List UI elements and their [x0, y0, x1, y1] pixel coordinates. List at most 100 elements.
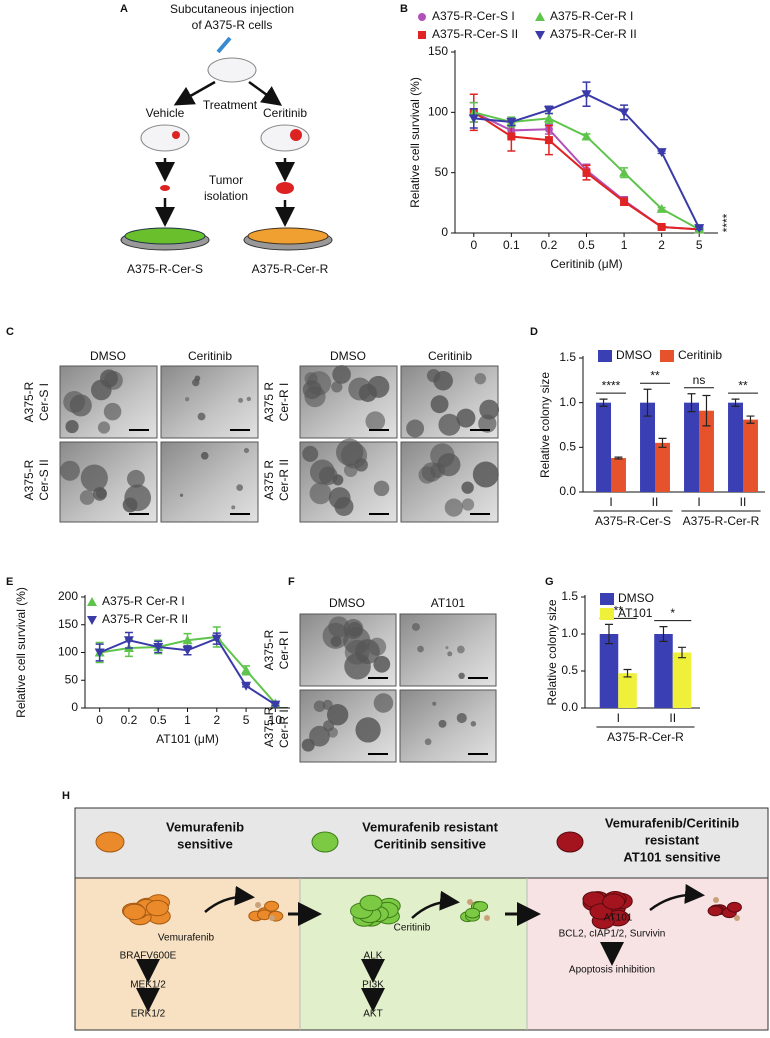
x-axis-title: AT101 (μM): [156, 732, 219, 746]
cell: [726, 901, 742, 913]
colony: [185, 397, 190, 402]
pathway: PI3K: [362, 980, 384, 991]
marker: [581, 90, 592, 100]
stage-bg: [527, 878, 768, 1030]
marker: [544, 136, 553, 145]
marker: [182, 635, 193, 645]
label: Treatment: [203, 98, 258, 112]
colony: [326, 704, 349, 726]
marker: [468, 114, 479, 124]
colony: [323, 720, 335, 732]
colony: [124, 484, 152, 512]
colony: [59, 460, 80, 481]
marker: [656, 148, 667, 158]
colony: [334, 496, 354, 516]
colony: [90, 379, 112, 401]
header: Vemurafenib/Ceritinib: [605, 815, 739, 830]
colony: [332, 365, 351, 384]
column-label: DMSO: [90, 349, 126, 363]
micrograph: [160, 365, 259, 439]
annotation: ****: [720, 213, 734, 232]
x-tick-label: 0.5: [150, 713, 167, 727]
colony: [456, 712, 467, 724]
colony: [238, 397, 244, 403]
mouse: [140, 124, 190, 152]
colony: [69, 394, 92, 417]
column-label: DMSO: [329, 596, 365, 610]
colony: [438, 413, 461, 436]
colony: [424, 738, 432, 746]
bar: [599, 634, 619, 708]
x-tick-label: 5: [243, 713, 250, 727]
cell: [465, 907, 481, 919]
annotation: *: [670, 606, 675, 620]
cell-icon: [556, 831, 584, 853]
drug: Vemurafenib: [158, 933, 215, 944]
group-label: A375-R-Cer-R: [607, 730, 684, 744]
legend-label: A375-R-Cer-R I: [550, 9, 633, 23]
marker: [241, 665, 252, 675]
error-bar: [643, 388, 652, 417]
marker: [241, 681, 252, 691]
legend-marker: [87, 597, 97, 606]
marker: [543, 105, 554, 115]
cell: [707, 905, 723, 917]
y-tick-label: 150: [428, 44, 448, 58]
colony: [373, 480, 390, 497]
y-axis-title: Relative cell survival (%): [408, 77, 422, 208]
x-tick-label: 5: [696, 238, 703, 252]
mouse: [260, 124, 310, 152]
bar: [640, 402, 655, 492]
colony: [447, 651, 453, 657]
colony: [344, 639, 370, 665]
colony: [302, 445, 319, 462]
y-tick-label: 1.5: [561, 589, 578, 603]
y-tick-label: 150: [58, 617, 78, 631]
error-bar: [731, 398, 740, 407]
colony: [458, 672, 465, 680]
row-label: A375 R: [262, 382, 276, 422]
marker: [182, 646, 193, 656]
mouse: [207, 57, 257, 83]
annotation: ns: [693, 373, 706, 387]
legend-marker: [535, 12, 545, 21]
debris: [269, 915, 275, 921]
bar: [672, 652, 692, 708]
x-tick-label: 0.1: [503, 238, 520, 252]
x-tick-label: 0.5: [578, 238, 595, 252]
annotation: **: [650, 368, 660, 382]
marker: [619, 167, 630, 177]
colony: [368, 637, 387, 656]
legend-swatch: [600, 608, 614, 620]
panel-label: F: [288, 576, 295, 588]
row-label: A375-R: [262, 706, 276, 747]
colony: [438, 719, 447, 728]
panel-label: C: [6, 326, 14, 338]
colony: [331, 381, 343, 393]
annotation: ****: [602, 378, 621, 392]
x-tick-label: I: [697, 495, 700, 509]
label: A375-R-Cer-S: [127, 262, 203, 276]
marker: [620, 197, 629, 206]
marker: [211, 634, 222, 644]
bar: [618, 673, 637, 708]
colony: [309, 482, 332, 505]
x-tick-label: 0.2: [121, 713, 138, 727]
marker: [507, 132, 516, 141]
label: Tumor: [209, 173, 243, 187]
marker: [619, 108, 630, 118]
x-tick-label: 1: [184, 713, 191, 727]
stage-bg: [300, 878, 527, 1030]
header: sensitive: [177, 836, 233, 851]
bar: [654, 634, 673, 708]
cell: [359, 894, 383, 912]
colony: [457, 645, 465, 654]
micrographs-f: DMSO AT101 A375-R Cer-R I A375-R Cer-R I…: [262, 596, 465, 748]
legend-marker: [535, 31, 545, 40]
x-axis-title: Ceritinib (μM): [550, 257, 622, 271]
marker: [123, 636, 134, 646]
colony: [430, 463, 446, 479]
legend-label: A375-R-Cer-R II: [550, 27, 637, 41]
y-tick-label: 100: [428, 105, 448, 119]
